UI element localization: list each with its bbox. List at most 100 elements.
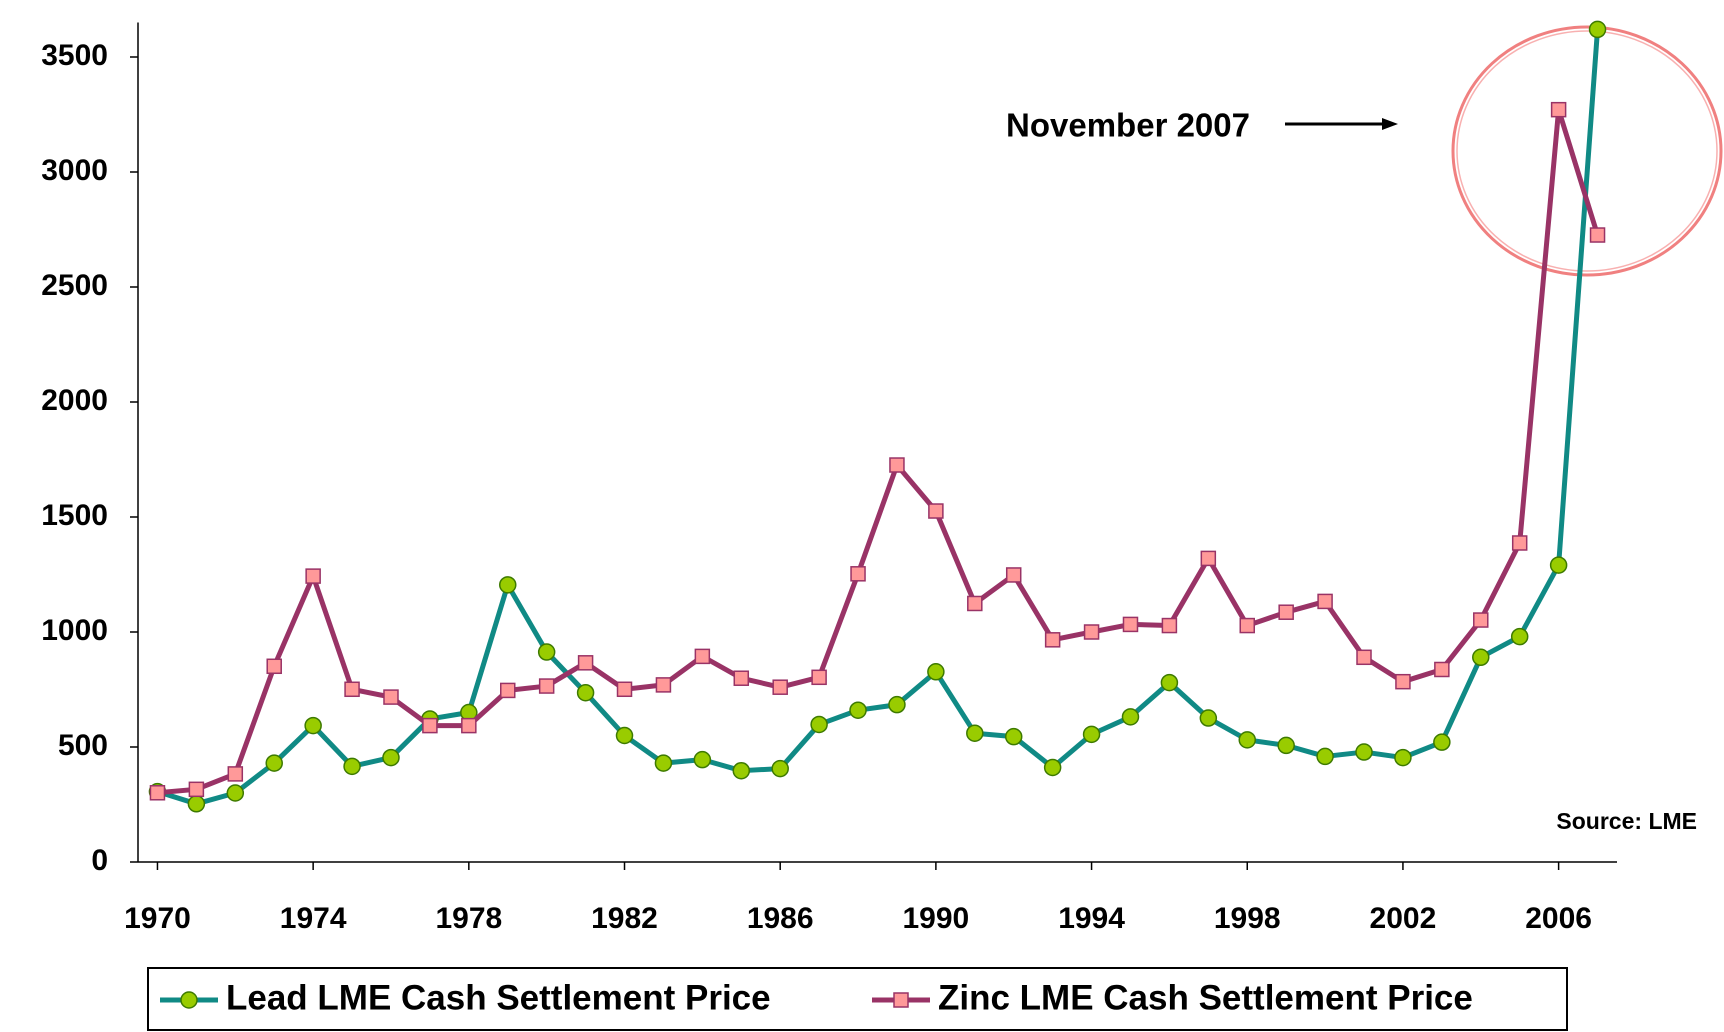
highlight-circle — [1451, 25, 1723, 277]
data-point — [1161, 617, 1178, 634]
data-point — [888, 695, 906, 714]
data-point — [1082, 725, 1101, 744]
y-tick-label: 0 — [91, 844, 108, 877]
data-point — [1122, 616, 1139, 633]
data-point — [187, 795, 206, 813]
data-point — [344, 681, 360, 698]
data-point — [616, 681, 633, 698]
data-point — [1356, 649, 1372, 666]
legend-marker — [180, 991, 198, 1009]
data-point — [1317, 593, 1333, 610]
data-point — [732, 761, 751, 780]
data-point — [1511, 535, 1528, 551]
data-point — [615, 726, 634, 745]
data-point — [1549, 556, 1568, 574]
data-point — [1238, 731, 1256, 749]
legend-box — [147, 967, 1568, 1031]
data-point — [694, 648, 711, 665]
data-point — [305, 568, 321, 584]
data-point — [265, 754, 283, 772]
data-point — [850, 566, 866, 582]
data-point — [1278, 604, 1294, 620]
data-point — [849, 701, 867, 719]
data-point — [1043, 758, 1062, 777]
x-tick-label: 1998 — [1214, 902, 1281, 935]
data-point — [1199, 709, 1218, 727]
x-tick-label: 2002 — [1370, 902, 1437, 935]
y-tick-label: 1500 — [41, 499, 108, 532]
data-point — [693, 750, 712, 769]
data-point — [1472, 648, 1490, 667]
data-point — [733, 670, 750, 686]
data-point — [966, 724, 984, 742]
x-tick-label: 1970 — [124, 902, 191, 935]
data-point — [1277, 736, 1295, 755]
data-point — [1004, 727, 1023, 746]
data-point — [1200, 550, 1217, 567]
data-point — [1394, 748, 1412, 767]
data-point — [226, 784, 245, 802]
data-point — [928, 503, 944, 519]
data-point — [1395, 673, 1411, 690]
x-tick-label: 1982 — [591, 902, 658, 935]
data-point — [927, 663, 945, 681]
y-tick-label: 500 — [58, 729, 108, 762]
series-line — [156, 29, 1601, 807]
data-point — [304, 716, 322, 735]
data-point — [1239, 617, 1255, 634]
source-note: Source: LME — [1556, 808, 1697, 834]
arrow-head — [1382, 118, 1398, 130]
data-point — [810, 715, 828, 734]
data-point — [1434, 661, 1450, 678]
y-tick-label: 2500 — [41, 269, 108, 302]
x-tick-label: 1986 — [747, 902, 814, 935]
data-point — [500, 682, 516, 699]
y-tick-label: 3000 — [41, 154, 108, 187]
data-point — [1473, 612, 1489, 628]
data-point — [188, 781, 205, 798]
data-point — [1588, 20, 1607, 39]
y-tick-label: 2000 — [41, 384, 108, 417]
data-point — [422, 717, 438, 734]
data-point — [538, 678, 555, 694]
data-point — [1355, 743, 1373, 761]
data-point — [499, 576, 517, 594]
x-tick-label: 1994 — [1058, 902, 1125, 935]
y-tick-label: 1000 — [41, 614, 108, 647]
data-point — [1044, 632, 1061, 648]
data-point — [1160, 673, 1179, 692]
annotation: November 2007 — [1006, 107, 1250, 144]
data-point — [227, 766, 244, 782]
legend-label: Lead LME Cash Settlement Price — [226, 978, 771, 1017]
data-point — [1510, 627, 1529, 646]
x-tick-label: 2006 — [1525, 902, 1592, 935]
data-point — [1005, 567, 1022, 583]
data-point — [1433, 733, 1451, 751]
data-point — [149, 785, 166, 801]
data-point — [1550, 101, 1567, 118]
data-point — [383, 689, 399, 705]
data-point — [889, 457, 905, 473]
x-tick-label: 1974 — [280, 902, 347, 935]
data-point — [1083, 624, 1100, 640]
x-tick-label: 1990 — [903, 902, 970, 935]
data-point — [811, 669, 827, 686]
data-point — [1316, 747, 1334, 766]
x-tick-label: 1978 — [435, 902, 502, 935]
data-point — [576, 683, 595, 702]
data-point — [382, 748, 400, 767]
data-point — [266, 658, 282, 675]
series-line — [157, 107, 1600, 796]
highlight-circle-inner — [1456, 30, 1718, 272]
data-point — [772, 679, 788, 695]
legend-marker — [893, 992, 909, 1008]
data-point — [343, 757, 361, 776]
data-point — [1589, 227, 1606, 243]
data-point — [967, 595, 983, 612]
data-point — [654, 754, 673, 772]
data-point — [577, 655, 594, 671]
data-point — [537, 643, 556, 661]
data-point — [1121, 708, 1140, 726]
y-tick-label: 3500 — [41, 39, 108, 72]
